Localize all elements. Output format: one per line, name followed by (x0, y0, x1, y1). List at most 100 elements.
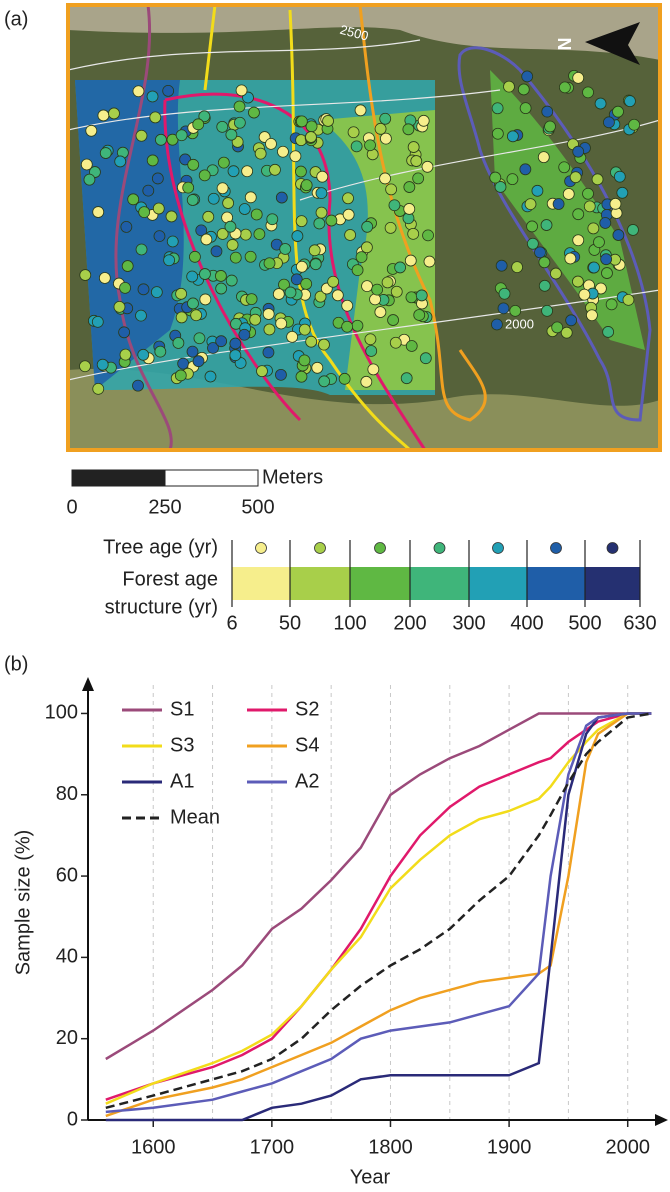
tree-point (135, 309, 147, 322)
tree-point (189, 250, 201, 263)
tree-point (593, 236, 605, 249)
panel-label: (b) (4, 653, 28, 675)
tree-point (338, 372, 351, 385)
contour-label: 2500 (338, 22, 370, 44)
tree-point (172, 337, 185, 349)
tree-point (506, 130, 519, 143)
tree-point (318, 338, 330, 351)
tree-point (91, 315, 104, 328)
tree-point (344, 229, 357, 241)
tree-point (387, 314, 399, 326)
tree-point (605, 298, 618, 311)
tree-point (351, 319, 364, 332)
tree-point (298, 323, 311, 336)
tree-point (244, 250, 257, 263)
tree-point (551, 321, 564, 334)
tree-point (120, 221, 133, 233)
tree-point (591, 173, 604, 186)
tree-point (278, 278, 290, 291)
tree-point (491, 102, 504, 115)
tree-point (388, 199, 401, 212)
tree-point (249, 313, 262, 326)
tree-point (165, 210, 178, 223)
tree-point (544, 120, 556, 133)
tree-point (360, 375, 373, 388)
y-tick-label: 60 (56, 864, 78, 886)
tree-point (295, 215, 308, 228)
tree-point (549, 267, 562, 280)
stand-boundary (358, 5, 487, 422)
tree-point (341, 320, 354, 333)
y-tick-label: 0 (67, 1108, 78, 1130)
tree-point (225, 128, 238, 141)
tree-point (583, 200, 596, 213)
tree-point (361, 280, 373, 293)
tree-point (229, 337, 242, 350)
tree-point (538, 256, 551, 269)
tree-point (405, 291, 418, 304)
tree-point (578, 288, 591, 301)
legend-dot (433, 542, 446, 554)
tree-point (108, 107, 120, 120)
tree-point (322, 115, 334, 127)
tree-point (253, 228, 266, 241)
north-label: N (555, 38, 575, 51)
tree-point (517, 83, 530, 96)
tree-point (582, 187, 594, 200)
age-structure (320, 110, 435, 390)
tree-point (491, 127, 504, 140)
x-tick-label: 1700 (250, 1136, 295, 1158)
tree-point (407, 141, 420, 153)
tree-point (286, 330, 299, 343)
tree-point (186, 194, 199, 206)
tree-point (295, 260, 308, 273)
tree-point (308, 244, 321, 257)
tree-point (354, 104, 367, 117)
tree-point (290, 273, 303, 286)
x-tick-label: 1900 (487, 1136, 532, 1158)
tree-point (248, 106, 260, 119)
scale-label: 250 (148, 496, 181, 518)
tree-point (279, 243, 292, 255)
tree-point (263, 257, 276, 270)
tree-point (613, 170, 626, 183)
tree-point (365, 345, 378, 357)
tree-point (381, 276, 394, 289)
tree-point (404, 254, 417, 267)
scale-bar (164, 469, 259, 487)
y-tick-label: 100 (45, 702, 78, 724)
tree-point (132, 85, 145, 98)
tree-point (331, 289, 344, 302)
tree-point (524, 198, 537, 211)
legend-break: 200 (393, 612, 426, 634)
tree-point (225, 274, 238, 287)
tree-point (175, 129, 188, 142)
tree-point (275, 368, 287, 381)
tree-point (403, 203, 416, 215)
tree-point (229, 251, 242, 264)
map-meadow (68, 368, 660, 450)
legend-dot (314, 542, 326, 554)
tree-point (572, 71, 585, 84)
tree-point (624, 95, 636, 108)
tree-point (200, 233, 213, 246)
tree-point (146, 154, 159, 167)
tree-point (295, 134, 308, 147)
tree-point (210, 245, 223, 258)
line-chart: (b) 0 20 40 60 80 100 1600 1700 1800 1900 2000 Sampl… (4, 653, 668, 1188)
tree-point (347, 126, 360, 139)
tree-point (361, 220, 374, 233)
tree-point (295, 115, 308, 128)
tree-point (226, 239, 239, 251)
tree-point (127, 193, 140, 206)
tree-point (300, 179, 313, 192)
legend-label: Mean (170, 806, 220, 828)
tree-point (540, 219, 553, 231)
tree-point (622, 293, 635, 306)
tree-point (175, 311, 188, 324)
tree-point (369, 293, 381, 306)
tree-point (187, 158, 200, 171)
tree-point (374, 122, 387, 135)
tree-point (413, 309, 426, 321)
tree-point (150, 286, 163, 299)
